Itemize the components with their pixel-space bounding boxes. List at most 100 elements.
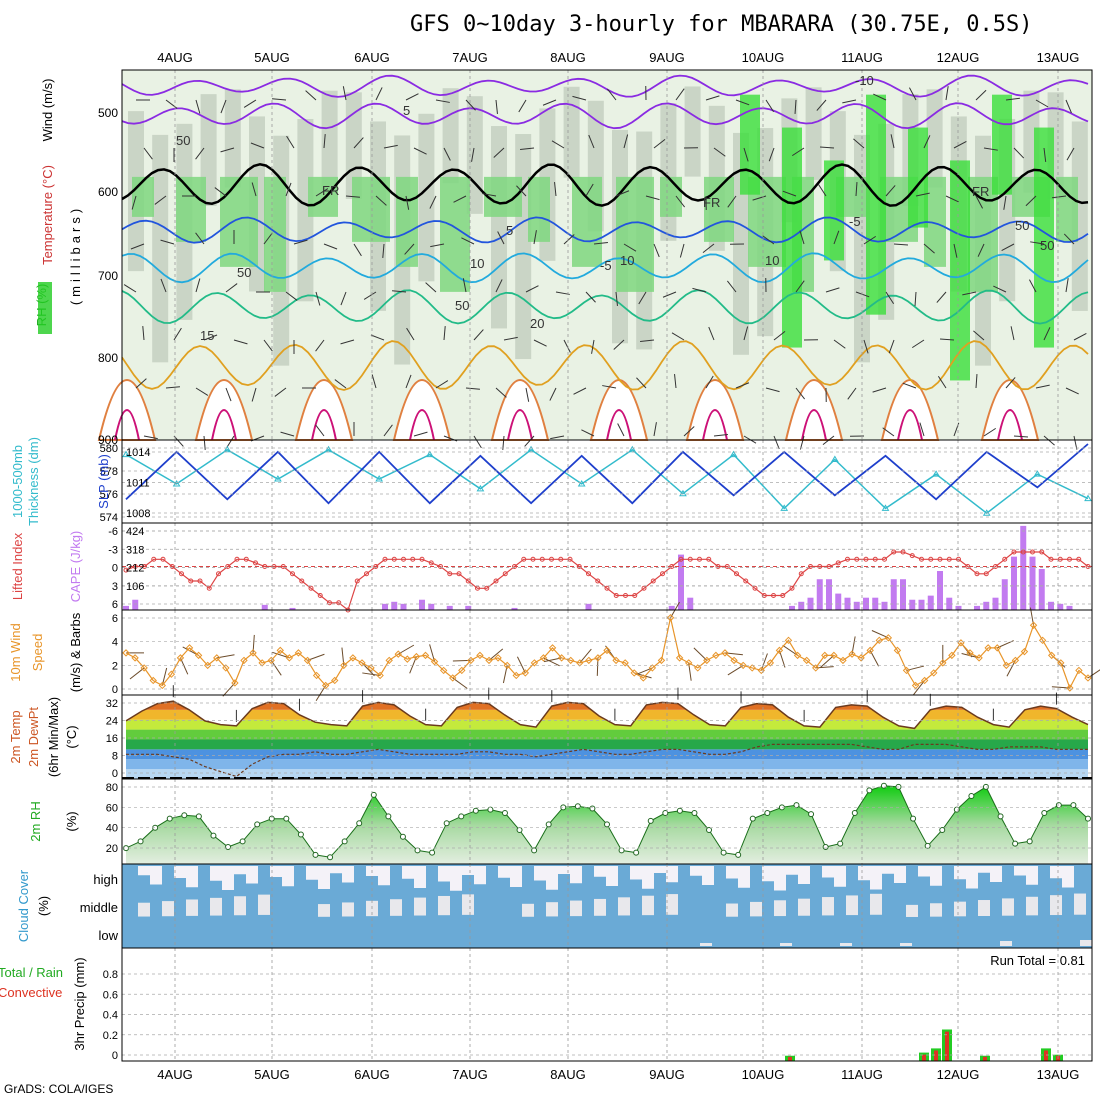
rh-point <box>633 849 640 856</box>
contour-label: 50 <box>455 298 469 313</box>
thickness-point <box>932 470 940 477</box>
cloud-mid-gap <box>954 901 966 917</box>
lifted-index-point <box>142 564 147 569</box>
rh-tick: 80 <box>106 782 118 794</box>
wind-barb-10m <box>871 630 889 639</box>
wind-barb-10m <box>1087 669 1100 679</box>
wind-barb-10m <box>727 664 744 676</box>
wind-speed-point <box>331 676 339 685</box>
rh-point <box>472 807 479 814</box>
date-label-bottom: 8AUG <box>550 1067 585 1082</box>
cape-bar <box>881 601 888 610</box>
cloud-high-gap <box>534 866 546 881</box>
wind-barb <box>225 283 238 293</box>
rh-bright-patch <box>950 160 970 381</box>
lifted-index-point <box>604 585 610 591</box>
cloud-high-gap <box>306 866 318 880</box>
wind-barb <box>392 290 407 293</box>
wind-barb <box>429 195 437 209</box>
cloud-high-gap <box>270 866 282 877</box>
lifted-index-point <box>771 593 776 598</box>
lifted-index-point <box>678 556 684 562</box>
wind-speed-point <box>766 659 775 667</box>
wind-barb <box>274 387 287 397</box>
wind-speed-point <box>367 664 375 672</box>
cloud-mid-gap <box>414 897 426 916</box>
cape-bar <box>992 597 999 610</box>
wind-barb-10m <box>760 653 768 671</box>
wind-barb <box>645 195 660 201</box>
lifted-index-point <box>336 600 342 606</box>
lifted-index-point <box>373 564 379 569</box>
lifted-index-point <box>687 556 693 562</box>
lifted-index-point <box>789 585 795 591</box>
date-label-bottom: 12AUG <box>937 1067 980 1082</box>
cloud-high-gap <box>474 866 486 885</box>
wind-speed-point <box>893 646 902 655</box>
wind-barb <box>1073 332 1087 341</box>
wind-barb-10m <box>820 655 835 668</box>
rh-point <box>327 854 334 861</box>
wind-barb <box>173 327 182 341</box>
wind-barb <box>890 134 895 149</box>
rh-point <box>793 802 800 809</box>
contour-label: FR <box>972 184 989 199</box>
wind-barb <box>233 339 248 345</box>
wind-speed-point <box>467 656 475 665</box>
contour-label: 50 <box>1040 238 1054 253</box>
wind-speed-point <box>911 681 920 690</box>
wind-barb <box>975 89 987 101</box>
wind-speed-point <box>848 650 856 658</box>
cloud-mid-gap <box>906 904 918 917</box>
wind-barb <box>623 134 629 149</box>
wind-barb-10m <box>452 677 468 689</box>
wind-barb <box>461 237 475 245</box>
wind-barb <box>405 195 410 210</box>
rh-point <box>254 821 261 828</box>
cloud-high-gap <box>654 866 666 873</box>
rh-green-patch <box>924 176 946 267</box>
cloud-mid-gap <box>822 897 834 916</box>
lifted-index-point <box>216 571 221 577</box>
cloud-level-label: high <box>93 872 118 887</box>
wind-barb <box>888 339 895 354</box>
cloud-mid-gap <box>522 903 534 917</box>
wind-barb-10m <box>635 667 653 676</box>
wind-speed-point <box>512 671 520 680</box>
cloud-mid-gap <box>750 901 762 917</box>
wind-barb <box>465 99 476 111</box>
wind-barb <box>315 291 321 306</box>
cloud-high-gap <box>1026 866 1038 885</box>
cloud-high-gap <box>1062 866 1074 888</box>
wind-barb-10m <box>179 657 189 675</box>
cloud-mid-gap <box>642 895 654 916</box>
wind-barb <box>919 422 925 437</box>
wind-barb <box>143 147 153 160</box>
temp-tick: 0 <box>112 768 118 780</box>
rh-point <box>429 849 436 856</box>
lifted-index-tick: -6 <box>108 526 118 538</box>
cloud-high-gap <box>966 866 978 889</box>
wind-barb <box>525 387 530 402</box>
cloud-high-gap <box>858 866 870 881</box>
cloud-level-label: low <box>98 928 118 943</box>
cloud-low-gap <box>700 943 712 946</box>
wind-barb <box>524 435 535 447</box>
wind-barb <box>735 382 750 389</box>
cloud-low-gap <box>1080 940 1092 946</box>
panel-frames <box>121 69 1093 1062</box>
rh-shade-patch <box>466 96 483 214</box>
wind-barb <box>462 278 467 293</box>
lifted-index-point <box>1020 549 1026 555</box>
temp-lobe-inner <box>507 409 533 441</box>
rh-point <box>735 851 742 858</box>
wind-barb <box>1066 147 1075 161</box>
wind-barb <box>773 435 780 450</box>
lifted-index-point <box>669 564 675 569</box>
lifted-index-line <box>125 551 1089 612</box>
panel-axis-label: 10m Wind <box>8 623 23 682</box>
wind-speed-point <box>403 655 412 663</box>
wind-speed-point <box>430 657 439 666</box>
wind-barb <box>727 195 737 208</box>
wind-barb-10m <box>409 656 417 674</box>
